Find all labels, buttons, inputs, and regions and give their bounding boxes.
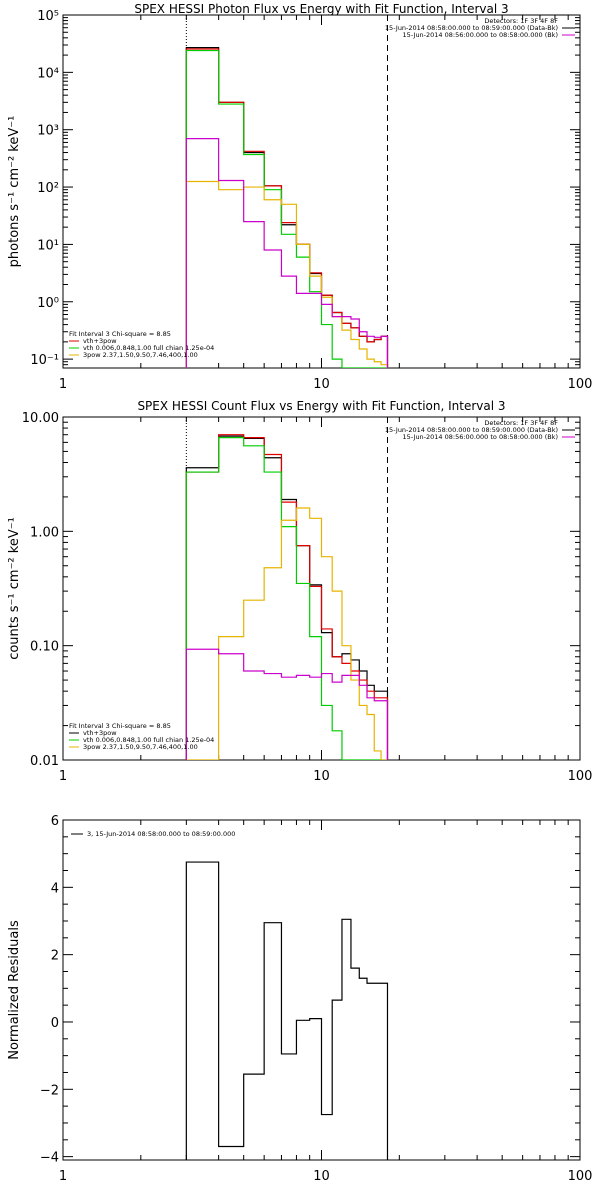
- legend-text: Fit Interval 3 Chi-square = 8.85: [69, 722, 171, 730]
- y-tick-label: 0.01: [30, 754, 59, 769]
- x-tick-label: 100: [568, 377, 593, 392]
- chart-title: SPEX HESSI Photon Flux vs Energy with Fi…: [134, 2, 508, 16]
- chart-title: SPEX HESSI Count Flux vs Energy with Fit…: [137, 399, 505, 413]
- legend-text: Fit Interval 3 Chi-square = 8.85: [69, 330, 171, 338]
- y-axis-label: counts s⁻¹ cm⁻² keV⁻¹: [7, 517, 22, 660]
- series-line-black: [185, 435, 389, 760]
- x-tick-label: 100: [568, 769, 593, 784]
- legend-text: Detectors: 1F 3F 4F 8F: [484, 419, 558, 427]
- x-tick-label: 1: [59, 1169, 67, 1184]
- y-axis-label: photons s⁻¹ cm⁻² keV⁻¹: [7, 116, 22, 268]
- y-tick-label: 10⁴: [37, 66, 59, 81]
- series-line-red: [185, 48, 389, 368]
- y-tick-label: 10³: [37, 124, 59, 139]
- y-tick-label: 0.10: [30, 640, 59, 655]
- y-tick-label: 10²: [37, 181, 59, 196]
- y-tick-label: 10⁰: [37, 296, 59, 311]
- legend-text: 15-Jun-2014 08:56:00.000 to 08:58:00.000…: [403, 31, 558, 39]
- x-tick-label: 1: [59, 769, 67, 784]
- legend-text: 15-Jun-2014 08:58:00.000 to 08:59:00.000…: [385, 24, 558, 32]
- series-line-magenta: [185, 137, 389, 368]
- x-tick-label: 10: [313, 1169, 330, 1184]
- series-line-black: [185, 861, 389, 1160]
- series-line-green: [185, 437, 388, 760]
- y-axis-label: Normalized Residuals: [7, 920, 22, 1060]
- legend-text: 15-Jun-2014 08:58:00.000 to 08:59:00.000…: [385, 426, 558, 434]
- series-line-black: [185, 47, 389, 368]
- legend-text: 3pow 2.37,1.50,9.50,7.46,400,1.00: [83, 743, 198, 751]
- y-tick-label: 10¹: [37, 238, 59, 253]
- legend-text: 3pow 2.37,1.50,9.50,7.46,400,1.00: [83, 351, 198, 359]
- legend-text: vth 0.006,0.848,1.00 full chian 1.25e-04: [83, 736, 214, 744]
- series-line-yellow: [185, 180, 389, 368]
- y-tick-label: −2: [40, 1083, 59, 1098]
- x-tick-label: 1: [59, 377, 67, 392]
- series-line-red: [185, 434, 389, 760]
- legend-text: vth 0.006,0.848,1.00 full chian 1.25e-04: [83, 344, 214, 352]
- y-tick-label: −4: [40, 1151, 59, 1166]
- y-tick-label: 4: [51, 881, 59, 896]
- x-tick-label: 10: [313, 769, 330, 784]
- y-tick-label: 0: [51, 1016, 59, 1031]
- x-tick-label: 10: [313, 377, 330, 392]
- series-line-magenta: [185, 648, 389, 760]
- y-tick-label: 10⁵: [37, 9, 59, 24]
- series-line-green: [185, 49, 388, 368]
- y-tick-label: 10⁻¹: [30, 353, 59, 368]
- x-tick-label: 100: [568, 1169, 593, 1184]
- y-tick-label: 10.00: [22, 411, 59, 426]
- y-tick-label: 6: [51, 814, 59, 829]
- y-tick-label: 1.00: [30, 525, 59, 540]
- legend-text: 15-Jun-2014 08:56:00.000 to 08:58:00.000…: [403, 433, 558, 441]
- y-tick-label: 2: [51, 949, 59, 964]
- legend-text: vth+3pow: [83, 337, 117, 345]
- legend-text: 3, 15-Jun-2014 08:58:00.000 to 08:59:00.…: [87, 830, 235, 838]
- series-line-yellow: [186, 507, 388, 760]
- legend-text: vth+3pow: [83, 729, 117, 737]
- legend-text: Detectors: 1F 3F 4F 8F: [484, 17, 558, 25]
